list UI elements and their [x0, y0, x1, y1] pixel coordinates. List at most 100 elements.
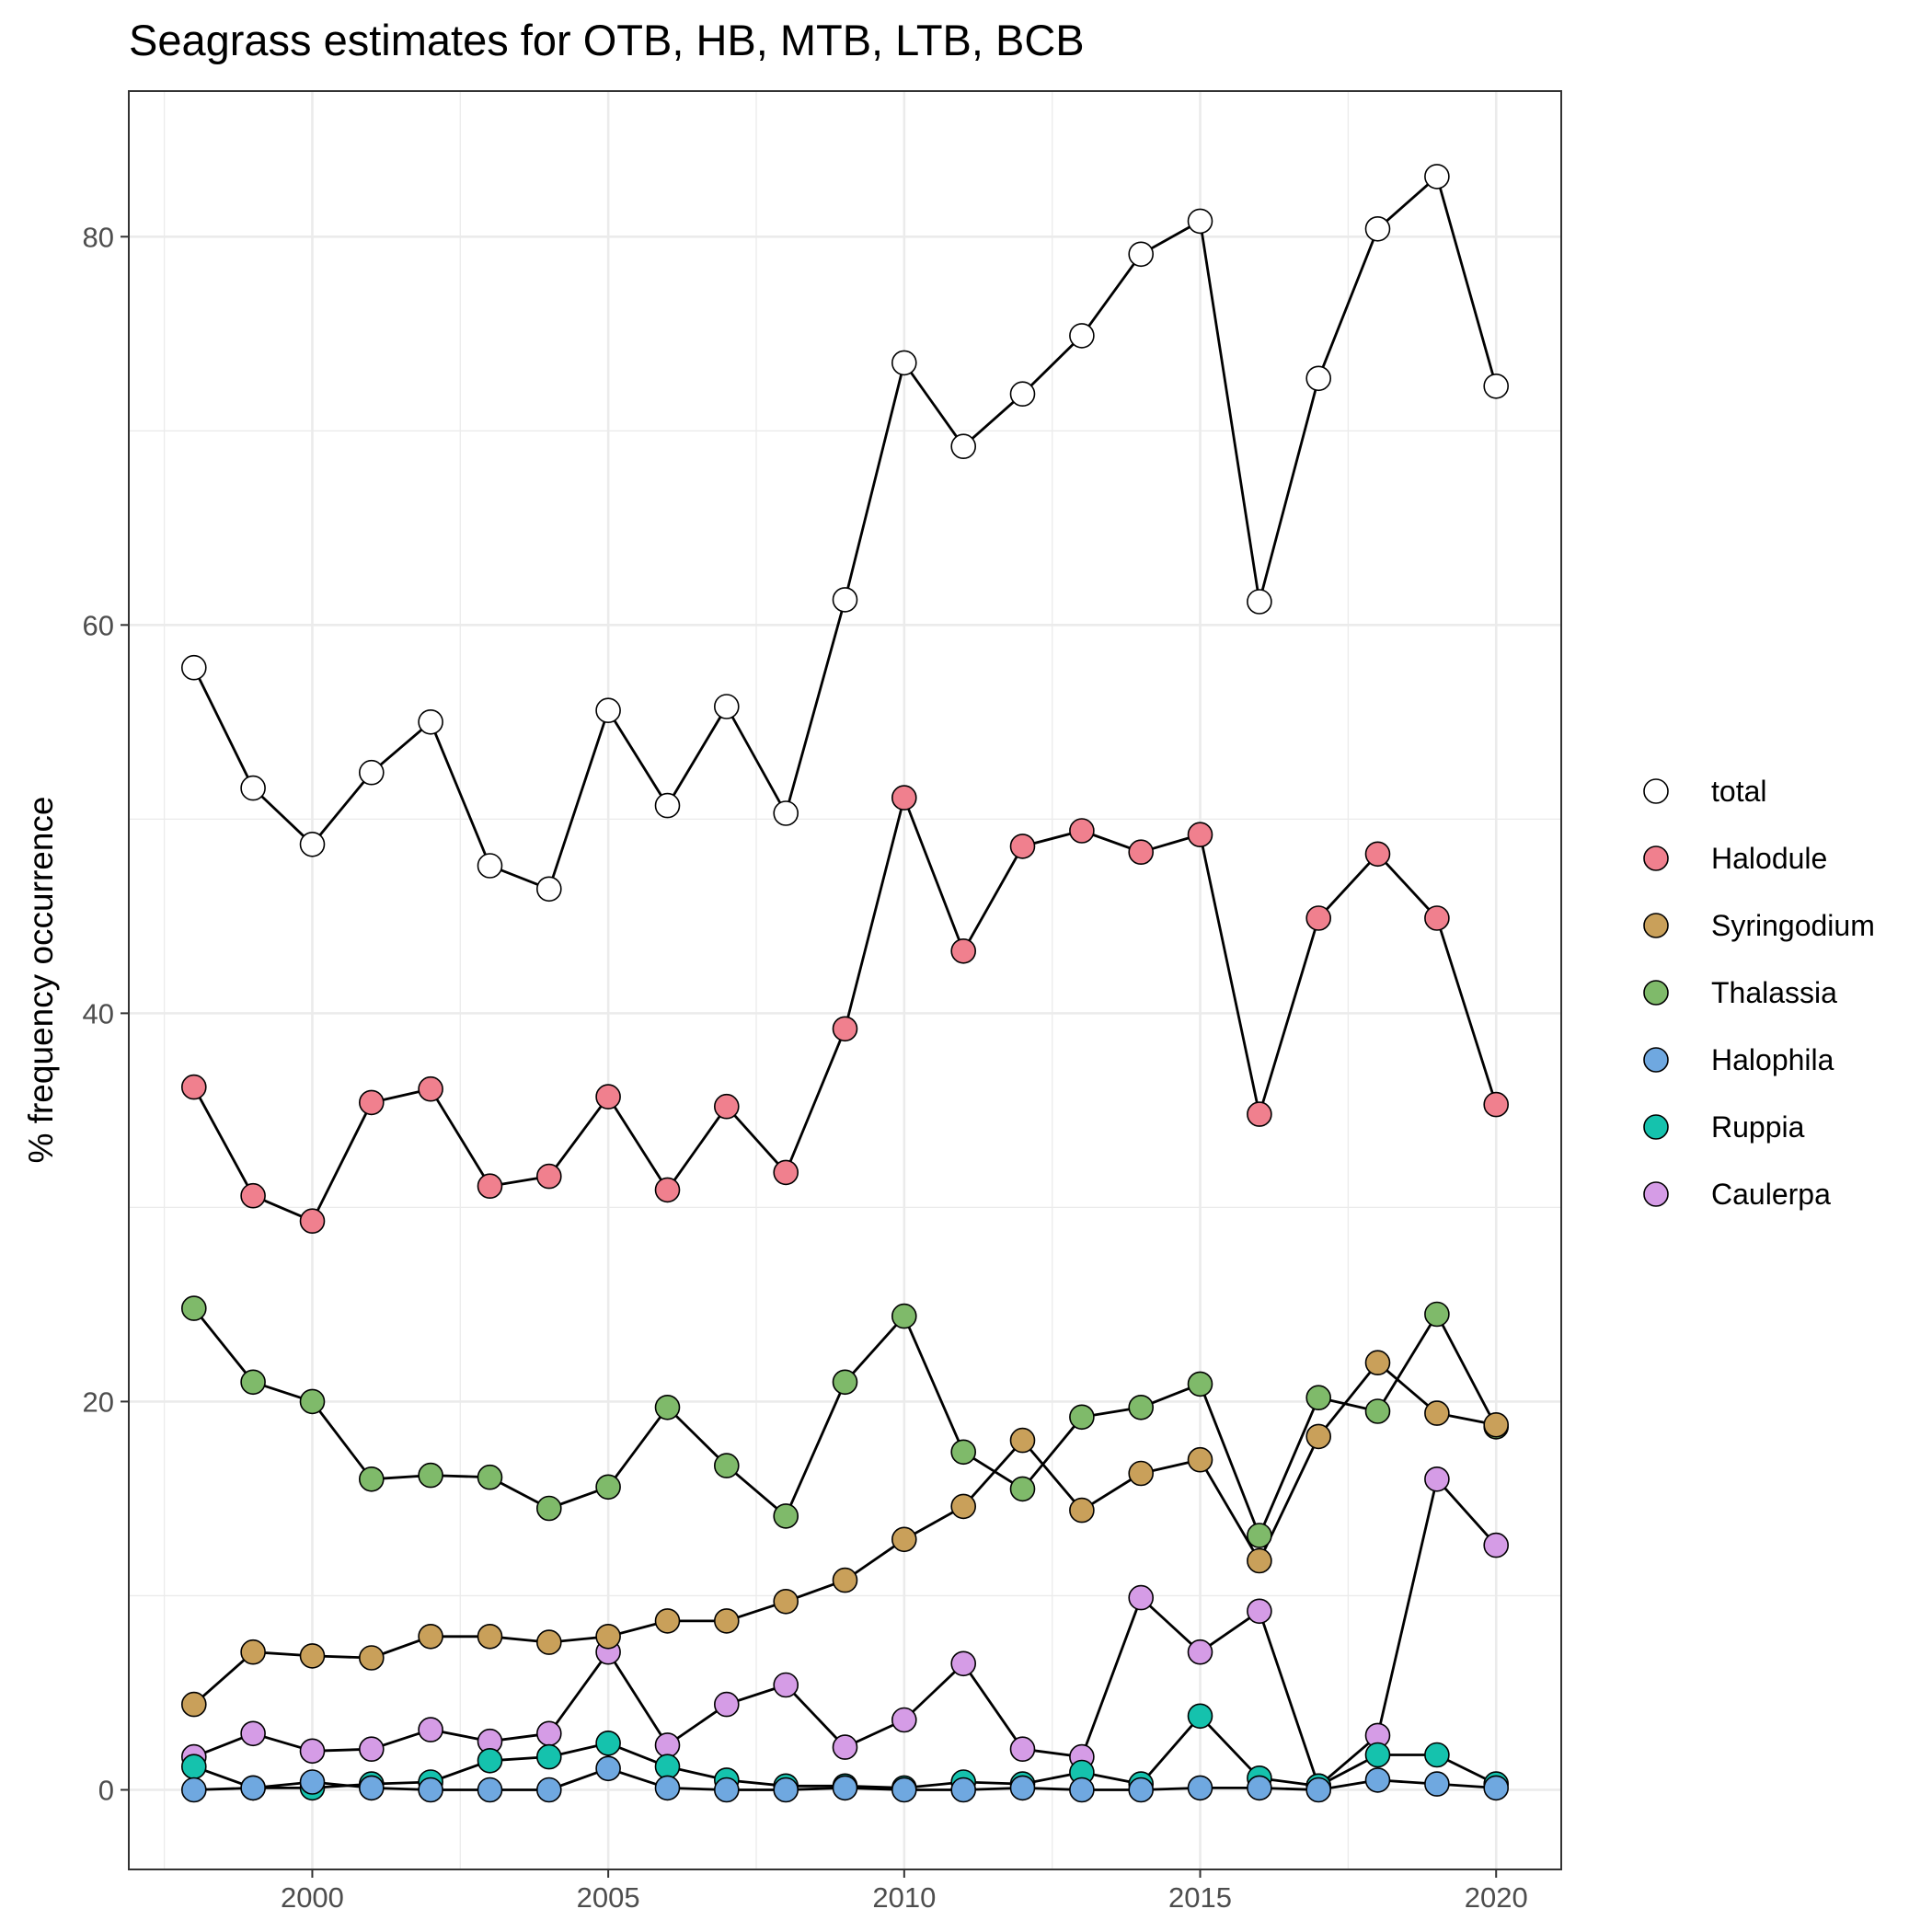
- y-tick-label: 80: [83, 221, 114, 253]
- data-point: [358, 1736, 385, 1762]
- data-point: [1305, 1385, 1331, 1410]
- data-point: [477, 853, 503, 879]
- legend-label: Halodule: [1711, 842, 1827, 875]
- data-point: [1364, 1350, 1391, 1375]
- legend-item-halodule: Halodule: [1643, 842, 1827, 875]
- data-point: [358, 759, 385, 786]
- legend-key: [1643, 1047, 1669, 1073]
- data-point: [535, 1163, 562, 1190]
- plot-panel-border: [128, 90, 1562, 1870]
- data-point: [832, 1016, 858, 1042]
- data-point: [1483, 1532, 1509, 1558]
- data-point: [950, 433, 976, 460]
- data-point: [240, 1639, 266, 1665]
- data-point: [1247, 1523, 1272, 1548]
- data-point: [595, 1731, 621, 1756]
- data-point: [358, 1466, 385, 1492]
- data-point: [535, 1720, 562, 1747]
- data-point: [1069, 1777, 1095, 1803]
- data-point: [1009, 834, 1036, 859]
- data-point: [1187, 822, 1213, 848]
- data-point: [891, 1303, 917, 1329]
- data-point: [713, 1777, 740, 1803]
- data-point: [773, 1672, 799, 1698]
- legend-label: Syringodium: [1711, 909, 1875, 942]
- y-tick-label: 0: [98, 1774, 114, 1806]
- data-point: [181, 1691, 207, 1718]
- series-points-syringodium: [181, 1350, 1509, 1718]
- data-point: [1187, 1446, 1213, 1473]
- data-point: [1009, 1476, 1036, 1502]
- data-point: [299, 1388, 326, 1415]
- data-point: [1483, 1091, 1509, 1118]
- series-points: [181, 164, 1509, 1803]
- data-point: [535, 1743, 562, 1770]
- data-point: [1305, 1423, 1331, 1450]
- data-point: [240, 775, 266, 801]
- y-axis-label: % frequency occurrence: [22, 797, 60, 1164]
- data-point: [418, 708, 443, 735]
- data-point: [1187, 1371, 1213, 1397]
- legend-key: [1643, 845, 1669, 871]
- data-point: [1424, 1742, 1450, 1768]
- data-point: [1247, 1101, 1272, 1127]
- data-point: [891, 1526, 917, 1553]
- data-point: [1069, 1497, 1095, 1524]
- data-point: [299, 1208, 326, 1234]
- data-point: [713, 1608, 740, 1634]
- data-point: [181, 654, 207, 681]
- chart-title: Seagrass estimates for OTB, HB, MTB, LTB…: [129, 16, 1085, 64]
- data-point: [832, 1734, 858, 1760]
- series-points-halodule: [181, 785, 1509, 1234]
- data-point: [1128, 1584, 1154, 1611]
- data-point: [240, 1182, 266, 1209]
- data-point: [832, 1775, 858, 1801]
- data-point: [654, 1754, 681, 1779]
- data-point: [891, 1707, 917, 1733]
- legend-key: [1643, 778, 1669, 804]
- data-point: [654, 1177, 681, 1203]
- data-point: [1009, 381, 1036, 408]
- data-point: [773, 1159, 799, 1186]
- data-point: [713, 694, 740, 719]
- data-point: [477, 1777, 503, 1803]
- data-point: [1305, 365, 1331, 392]
- data-point: [595, 1755, 621, 1782]
- data-point: [1009, 1775, 1036, 1801]
- data-point: [1128, 241, 1154, 268]
- data-point: [358, 1645, 385, 1671]
- data-point: [1364, 1767, 1391, 1793]
- data-point: [654, 792, 681, 819]
- data-point: [595, 1474, 621, 1501]
- data-point: [1305, 905, 1331, 931]
- data-point: [891, 785, 917, 811]
- data-point: [713, 1691, 740, 1718]
- data-point: [535, 1495, 562, 1522]
- data-point: [1187, 1639, 1213, 1665]
- data-point: [950, 1650, 976, 1677]
- data-point: [1128, 1460, 1154, 1487]
- data-point: [1009, 1736, 1036, 1762]
- data-point: [950, 1493, 976, 1520]
- legend-item-ruppia: Ruppia: [1643, 1110, 1805, 1144]
- data-point: [654, 1732, 681, 1758]
- legend-item-caulerpa: Caulerpa: [1643, 1178, 1831, 1211]
- data-point: [832, 587, 858, 613]
- x-tick-label: 2015: [1168, 1881, 1232, 1914]
- data-point: [181, 1074, 207, 1100]
- data-point: [1424, 1301, 1450, 1328]
- data-point: [950, 1777, 976, 1803]
- legend-key: [1643, 1114, 1669, 1140]
- legend-item-thalassia: Thalassia: [1643, 976, 1837, 1009]
- data-point: [299, 1643, 326, 1669]
- legend-label: Halophila: [1711, 1043, 1834, 1076]
- legend-item-halophila: Halophila: [1643, 1043, 1834, 1076]
- data-point: [535, 1629, 562, 1655]
- y-tick-label: 40: [83, 997, 114, 1029]
- data-point: [1187, 208, 1213, 235]
- legend-label: Caulerpa: [1711, 1178, 1831, 1211]
- data-point: [1247, 1547, 1272, 1574]
- data-point: [535, 876, 562, 903]
- data-point: [1009, 1427, 1036, 1454]
